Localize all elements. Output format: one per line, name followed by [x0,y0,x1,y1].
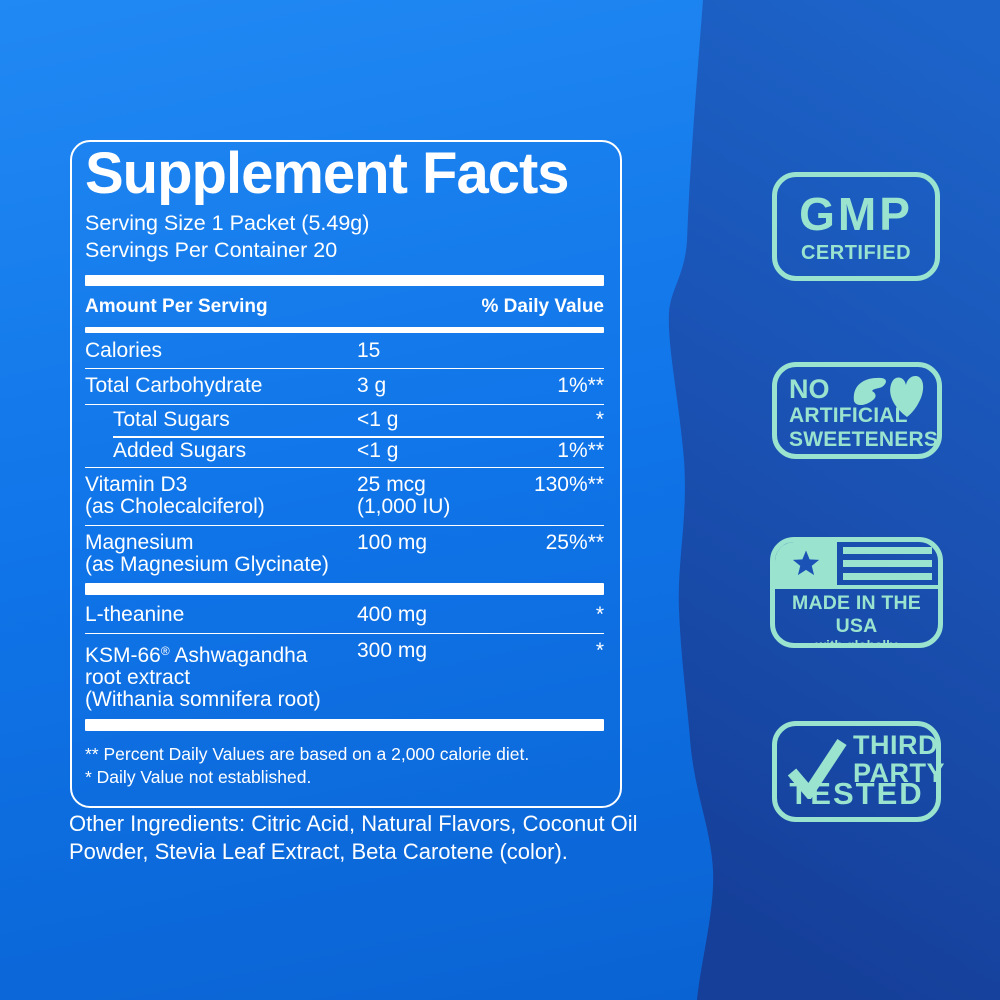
table-row-added-sugars: Added Sugars <1 g 1%** [85,436,604,467]
party-label: PARTY [853,758,946,788]
table-row-l-theanine: L-theanine 400 mg * [85,595,604,633]
registered-trademark: ® [160,644,170,658]
row-amount: 3 g [357,374,387,397]
row-daily-value: 130%** [533,473,604,496]
other-ingredients: Other Ingredients: Citric Acid, Natural … [69,811,638,864]
checkmark-icon [787,738,847,799]
badge-made-in-usa: MADE IN THE USA with globally sourced in… [770,537,943,648]
daily-value-label: % Daily Value [481,296,604,317]
row-amount: <1 g [357,439,399,462]
row-amount: 100 mg [357,531,428,554]
row-name: Total Sugars [113,408,230,431]
table-row-calories: Calories 15 [85,333,604,368]
badge-gmp-certified: GMP CERTIFIED [772,172,940,281]
serving-size: Serving Size 1 Packet (5.49g) [85,211,370,235]
row-name: Vitamin D3 [85,473,188,496]
row-amount-sub: (1,000 IU) [357,495,451,518]
row-daily-value: * [595,408,604,431]
divider-bar-thin [85,327,604,333]
table-row-total-sugars: Total Sugars <1 g * [85,404,604,436]
footnotes: ** Percent Daily Values are based on a 2… [85,743,604,789]
row-daily-value [475,340,604,362]
sweeteners-label: SWEETENERS [789,428,939,451]
row-name: Calories [85,339,163,362]
row-daily-value: 1%** [557,439,604,462]
usa-flag-star-icon [775,542,837,585]
gmp-title: GMP [799,188,913,240]
table-row-total-carbohydrate: Total Carbohydrate 3 g 1%** [85,368,604,404]
row-daily-value: 1%** [557,374,604,397]
row-name-sub: root extract [85,666,191,689]
row-amount: 400 mg [357,603,428,626]
badge-third-party-tested: THIRD PARTY TESTED [772,721,945,822]
artificial-label: ARTIFICIAL [789,404,908,427]
row-amount: <1 g [357,408,399,431]
table-header: Amount Per Serving % Daily Value [85,286,604,327]
row-amount: 15 [357,339,381,362]
amount-per-serving-label: Amount Per Serving [85,296,268,317]
supplement-facts-panel: Supplement Facts Serving Size 1 Packet (… [70,140,622,808]
row-name-sub: (as Cholecalciferol) [85,495,265,518]
divider-bar-thick [85,275,604,286]
badge-divider [775,585,938,589]
third-label: THIRD [853,730,938,760]
stevia-leaves-icon [853,375,924,417]
row-name-sub: (as Magnesium Glycinate) [85,553,329,576]
panel-title: Supplement Facts [85,141,570,206]
made-in-usa-label: MADE IN THE USA [792,592,921,637]
divider-bar-thick [85,719,604,731]
row-daily-value: * [595,639,604,662]
row-name: Added Sugars [113,439,247,462]
divider-bar-thick [85,583,604,595]
row-amount: 25 mcg [357,473,426,496]
gmp-subtitle: CERTIFIED [800,242,912,264]
row-name-sub2: (Withania somnifera root) [85,688,321,711]
row-name: KSM-66® Ashwagandha [85,644,308,667]
servings-per-container: Servings Per Container 20 [85,238,338,262]
row-name: Magnesium [85,531,194,554]
row-name: Total Carbohydrate [85,374,263,397]
row-daily-value: * [595,603,604,626]
row-amount: 300 mg [357,639,428,662]
tested-label: TESTED [789,776,924,811]
row-daily-value: 25%** [545,531,604,554]
no-label: NO [789,374,830,404]
table-row-vitamin-d3: Vitamin D3 (as Cholecalciferol) 25 mcg (… [85,467,604,525]
globally-label: with globally [815,638,898,648]
row-name: L-theanine [85,603,185,626]
table-row-ashwagandha: KSM-66® Ashwagandha root extract (Withan… [85,633,604,719]
footnote-daily-values: ** Percent Daily Values are based on a 2… [85,744,530,764]
badge-no-artificial-sweeteners: NO ARTIFICIAL SWEETENERS [772,362,942,459]
usa-flag-stripes-icon [843,547,932,586]
table-row-magnesium: Magnesium (as Magnesium Glycinate) 100 m… [85,525,604,583]
footnote-not-established: * Daily Value not established. [85,767,312,787]
